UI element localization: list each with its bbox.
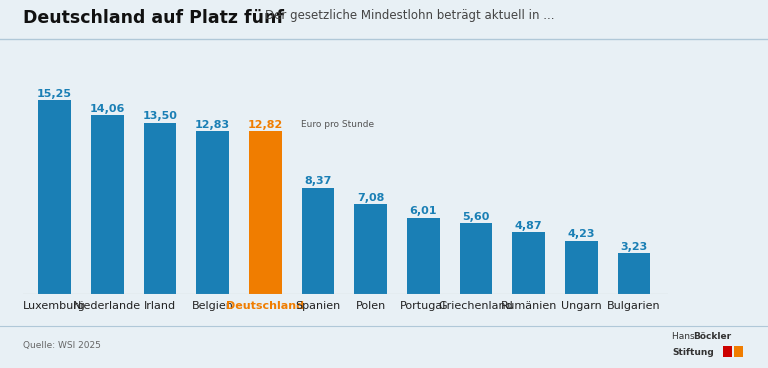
Text: 12,83: 12,83 bbox=[195, 120, 230, 130]
Text: 4,23: 4,23 bbox=[568, 229, 595, 239]
Bar bbox=[249, 131, 282, 294]
Text: Niederlande: Niederlande bbox=[73, 301, 141, 311]
Text: Quelle: WSI 2025: Quelle: WSI 2025 bbox=[23, 342, 101, 350]
Text: Irland: Irland bbox=[144, 301, 176, 311]
Text: 3,23: 3,23 bbox=[621, 242, 647, 252]
Text: 6,01: 6,01 bbox=[409, 206, 437, 216]
Bar bbox=[91, 116, 124, 294]
Text: 7,08: 7,08 bbox=[357, 193, 384, 203]
Text: 14,06: 14,06 bbox=[90, 104, 125, 114]
Text: Griechenland: Griechenland bbox=[439, 301, 513, 311]
Bar bbox=[302, 188, 334, 294]
Bar bbox=[144, 123, 177, 294]
Text: Deutschland auf Platz fünf: Deutschland auf Platz fünf bbox=[23, 9, 284, 27]
Text: Portugal: Portugal bbox=[400, 301, 446, 311]
Text: Euro pro Stunde: Euro pro Stunde bbox=[301, 120, 374, 129]
Text: Polen: Polen bbox=[356, 301, 386, 311]
Text: 12,82: 12,82 bbox=[247, 120, 283, 130]
Bar bbox=[197, 131, 229, 294]
Text: Bulgarien: Bulgarien bbox=[607, 301, 660, 311]
Bar bbox=[617, 253, 650, 294]
Text: Luxemburg: Luxemburg bbox=[23, 301, 86, 311]
Bar bbox=[512, 233, 545, 294]
Text: Ungarn: Ungarn bbox=[561, 301, 601, 311]
Text: Spanien: Spanien bbox=[296, 301, 340, 311]
Text: Hans: Hans bbox=[672, 332, 697, 341]
Bar bbox=[565, 241, 598, 294]
Text: Belgien: Belgien bbox=[192, 301, 233, 311]
Text: Rumänien: Rumänien bbox=[501, 301, 557, 311]
Text: 8,37: 8,37 bbox=[304, 176, 332, 186]
Text: 15,25: 15,25 bbox=[37, 89, 72, 99]
Text: Böckler: Böckler bbox=[694, 332, 732, 341]
Text: Stiftung: Stiftung bbox=[672, 348, 713, 357]
Bar bbox=[38, 100, 71, 294]
Text: 13,50: 13,50 bbox=[143, 111, 177, 121]
Bar bbox=[354, 204, 387, 294]
Bar bbox=[459, 223, 492, 294]
Text: Deutschland: Deutschland bbox=[227, 301, 304, 311]
Text: 4,87: 4,87 bbox=[515, 221, 542, 231]
Bar bbox=[407, 218, 439, 294]
Text: Der gesetzliche Mindestlohn beträgt aktuell in ...: Der gesetzliche Mindestlohn beträgt aktu… bbox=[265, 9, 554, 22]
Text: 5,60: 5,60 bbox=[462, 212, 490, 222]
